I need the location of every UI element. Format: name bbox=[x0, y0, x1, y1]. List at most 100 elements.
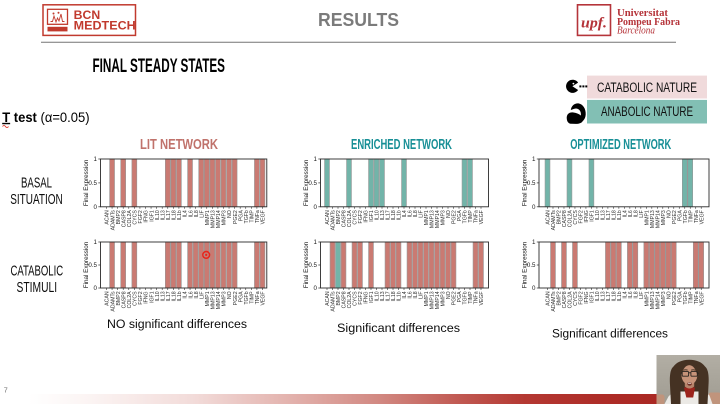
svg-text:IL13: IL13 bbox=[601, 210, 607, 220]
svg-text:IFNG: IFNG bbox=[144, 210, 150, 222]
svg-text:CASP8: CASP8 bbox=[342, 210, 348, 227]
svg-text:IL18: IL18 bbox=[172, 291, 178, 301]
svg-text:ADAMTs: ADAMTs bbox=[110, 291, 116, 312]
svg-text:NO: NO bbox=[446, 210, 452, 218]
svg-text:0: 0 bbox=[314, 204, 318, 211]
svg-text:IL6: IL6 bbox=[188, 291, 194, 298]
svg-text:IL4: IL4 bbox=[623, 210, 629, 217]
svg-text:ACAN: ACAN bbox=[105, 210, 111, 225]
svg-text:ACAN: ACAN bbox=[546, 210, 552, 225]
svg-text:IL18: IL18 bbox=[612, 210, 618, 220]
svg-text:MMP3: MMP3 bbox=[222, 210, 228, 225]
svg-text:IL13: IL13 bbox=[380, 291, 386, 301]
svg-text:TIMP: TIMP bbox=[688, 291, 694, 304]
svg-text:CYCS: CYCS bbox=[573, 210, 579, 225]
svg-text:IL18: IL18 bbox=[172, 210, 178, 220]
svg-text:1: 1 bbox=[532, 156, 536, 163]
svg-text:CYCS: CYCS bbox=[353, 210, 359, 225]
svg-text:TNFa: TNFa bbox=[474, 291, 480, 304]
svg-text:TIMP: TIMP bbox=[250, 291, 256, 304]
svg-text:PGE2: PGE2 bbox=[233, 210, 239, 224]
svg-text:BMP2: BMP2 bbox=[336, 210, 342, 224]
svg-text:TNFa: TNFa bbox=[694, 291, 700, 304]
svg-text:IL13: IL13 bbox=[160, 291, 166, 301]
svg-text:PGE2: PGE2 bbox=[672, 210, 678, 224]
svg-text:TNFa: TNFa bbox=[255, 291, 261, 304]
svg-text:ACAN: ACAN bbox=[105, 291, 111, 306]
svg-text:0.5: 0.5 bbox=[527, 180, 536, 187]
svg-text:PGE2: PGE2 bbox=[452, 291, 458, 305]
svg-text:LIF: LIF bbox=[639, 210, 645, 218]
svg-text:IL4: IL4 bbox=[623, 291, 629, 298]
svg-text:LIF: LIF bbox=[199, 291, 205, 299]
svg-text:1: 1 bbox=[532, 239, 536, 246]
svg-text:CASP8: CASP8 bbox=[342, 291, 348, 308]
svg-text:IGF1: IGF1 bbox=[369, 291, 375, 303]
svg-text:CATABOLIC: CATABOLIC bbox=[10, 263, 63, 279]
svg-text:MMP13: MMP13 bbox=[430, 210, 436, 228]
svg-text:COL2A: COL2A bbox=[347, 291, 353, 309]
svg-text:Final Expression: Final Expression bbox=[521, 241, 528, 288]
svg-text:TGFb: TGFb bbox=[244, 210, 250, 223]
svg-text:LIF: LIF bbox=[419, 291, 425, 299]
svg-text:CASP8: CASP8 bbox=[562, 210, 568, 227]
svg-text:Significant differences: Significant differences bbox=[552, 326, 668, 340]
svg-text:Universitat: Universitat bbox=[617, 8, 668, 19]
svg-text:MMP14: MMP14 bbox=[216, 210, 222, 228]
svg-text:IL17: IL17 bbox=[606, 210, 612, 220]
svg-text:LIF: LIF bbox=[199, 210, 205, 218]
svg-text:IL8: IL8 bbox=[634, 291, 640, 298]
svg-text:IL6: IL6 bbox=[188, 210, 194, 217]
svg-text:LIF: LIF bbox=[419, 210, 425, 218]
svg-text:CASP8: CASP8 bbox=[562, 291, 568, 308]
svg-text:PGA: PGA bbox=[238, 291, 244, 302]
svg-text:TIMP: TIMP bbox=[468, 291, 474, 304]
svg-text:PGA: PGA bbox=[677, 291, 683, 302]
svg-text:IFNG: IFNG bbox=[584, 210, 590, 222]
svg-text:IL4: IL4 bbox=[402, 291, 408, 298]
svg-text:PGE2: PGE2 bbox=[452, 210, 458, 224]
svg-text:TGFb: TGFb bbox=[683, 291, 689, 304]
svg-text:0.5: 0.5 bbox=[88, 180, 97, 187]
svg-text:MMP1: MMP1 bbox=[205, 291, 211, 306]
svg-text:IL17: IL17 bbox=[386, 210, 392, 220]
svg-text:0: 0 bbox=[532, 204, 536, 211]
svg-text:IFNG: IFNG bbox=[364, 291, 370, 303]
svg-text:MMP3: MMP3 bbox=[441, 291, 447, 306]
svg-text:0.5: 0.5 bbox=[308, 262, 317, 269]
svg-text:TIMP: TIMP bbox=[250, 210, 256, 223]
svg-text:TNFa: TNFa bbox=[694, 210, 700, 223]
svg-text:IL13: IL13 bbox=[160, 210, 166, 220]
svg-text:VEGF: VEGF bbox=[479, 210, 485, 224]
svg-text:VEGF: VEGF bbox=[479, 291, 485, 305]
svg-text:MMP3: MMP3 bbox=[222, 291, 228, 306]
svg-text:MMP14: MMP14 bbox=[216, 291, 222, 309]
svg-text:NO: NO bbox=[666, 291, 672, 299]
svg-text:0.5: 0.5 bbox=[308, 180, 317, 187]
svg-text:FGF2: FGF2 bbox=[358, 210, 364, 223]
svg-text:TIMP: TIMP bbox=[688, 210, 694, 223]
svg-text:BMP2: BMP2 bbox=[557, 291, 563, 305]
svg-text:MMP14: MMP14 bbox=[656, 210, 662, 228]
svg-text:VEGF: VEGF bbox=[261, 291, 267, 305]
svg-text:NO: NO bbox=[227, 291, 233, 299]
svg-text:0.5: 0.5 bbox=[527, 262, 536, 269]
svg-text:0: 0 bbox=[94, 285, 98, 292]
svg-text:MMP1: MMP1 bbox=[205, 210, 211, 225]
svg-text:MMP14: MMP14 bbox=[435, 210, 441, 228]
svg-text:FGF2: FGF2 bbox=[358, 291, 364, 304]
svg-text:PGA: PGA bbox=[238, 210, 244, 221]
svg-text:MMP3: MMP3 bbox=[441, 210, 447, 225]
svg-text:IL18: IL18 bbox=[612, 291, 618, 301]
svg-text:OPTIMIZED NETWORK: OPTIMIZED NETWORK bbox=[570, 137, 671, 153]
svg-text:MMP13: MMP13 bbox=[211, 291, 217, 309]
svg-text:ACAN: ACAN bbox=[325, 291, 331, 306]
svg-text:BASAL: BASAL bbox=[21, 175, 52, 191]
svg-text:0: 0 bbox=[532, 285, 536, 292]
svg-text:NO: NO bbox=[446, 291, 452, 299]
svg-text:IFNG: IFNG bbox=[144, 291, 150, 303]
svg-text:IL1b: IL1b bbox=[177, 210, 183, 220]
svg-text:LIF: LIF bbox=[639, 291, 645, 299]
svg-text:CASP8: CASP8 bbox=[121, 210, 127, 227]
svg-text:FGF2: FGF2 bbox=[138, 291, 144, 304]
